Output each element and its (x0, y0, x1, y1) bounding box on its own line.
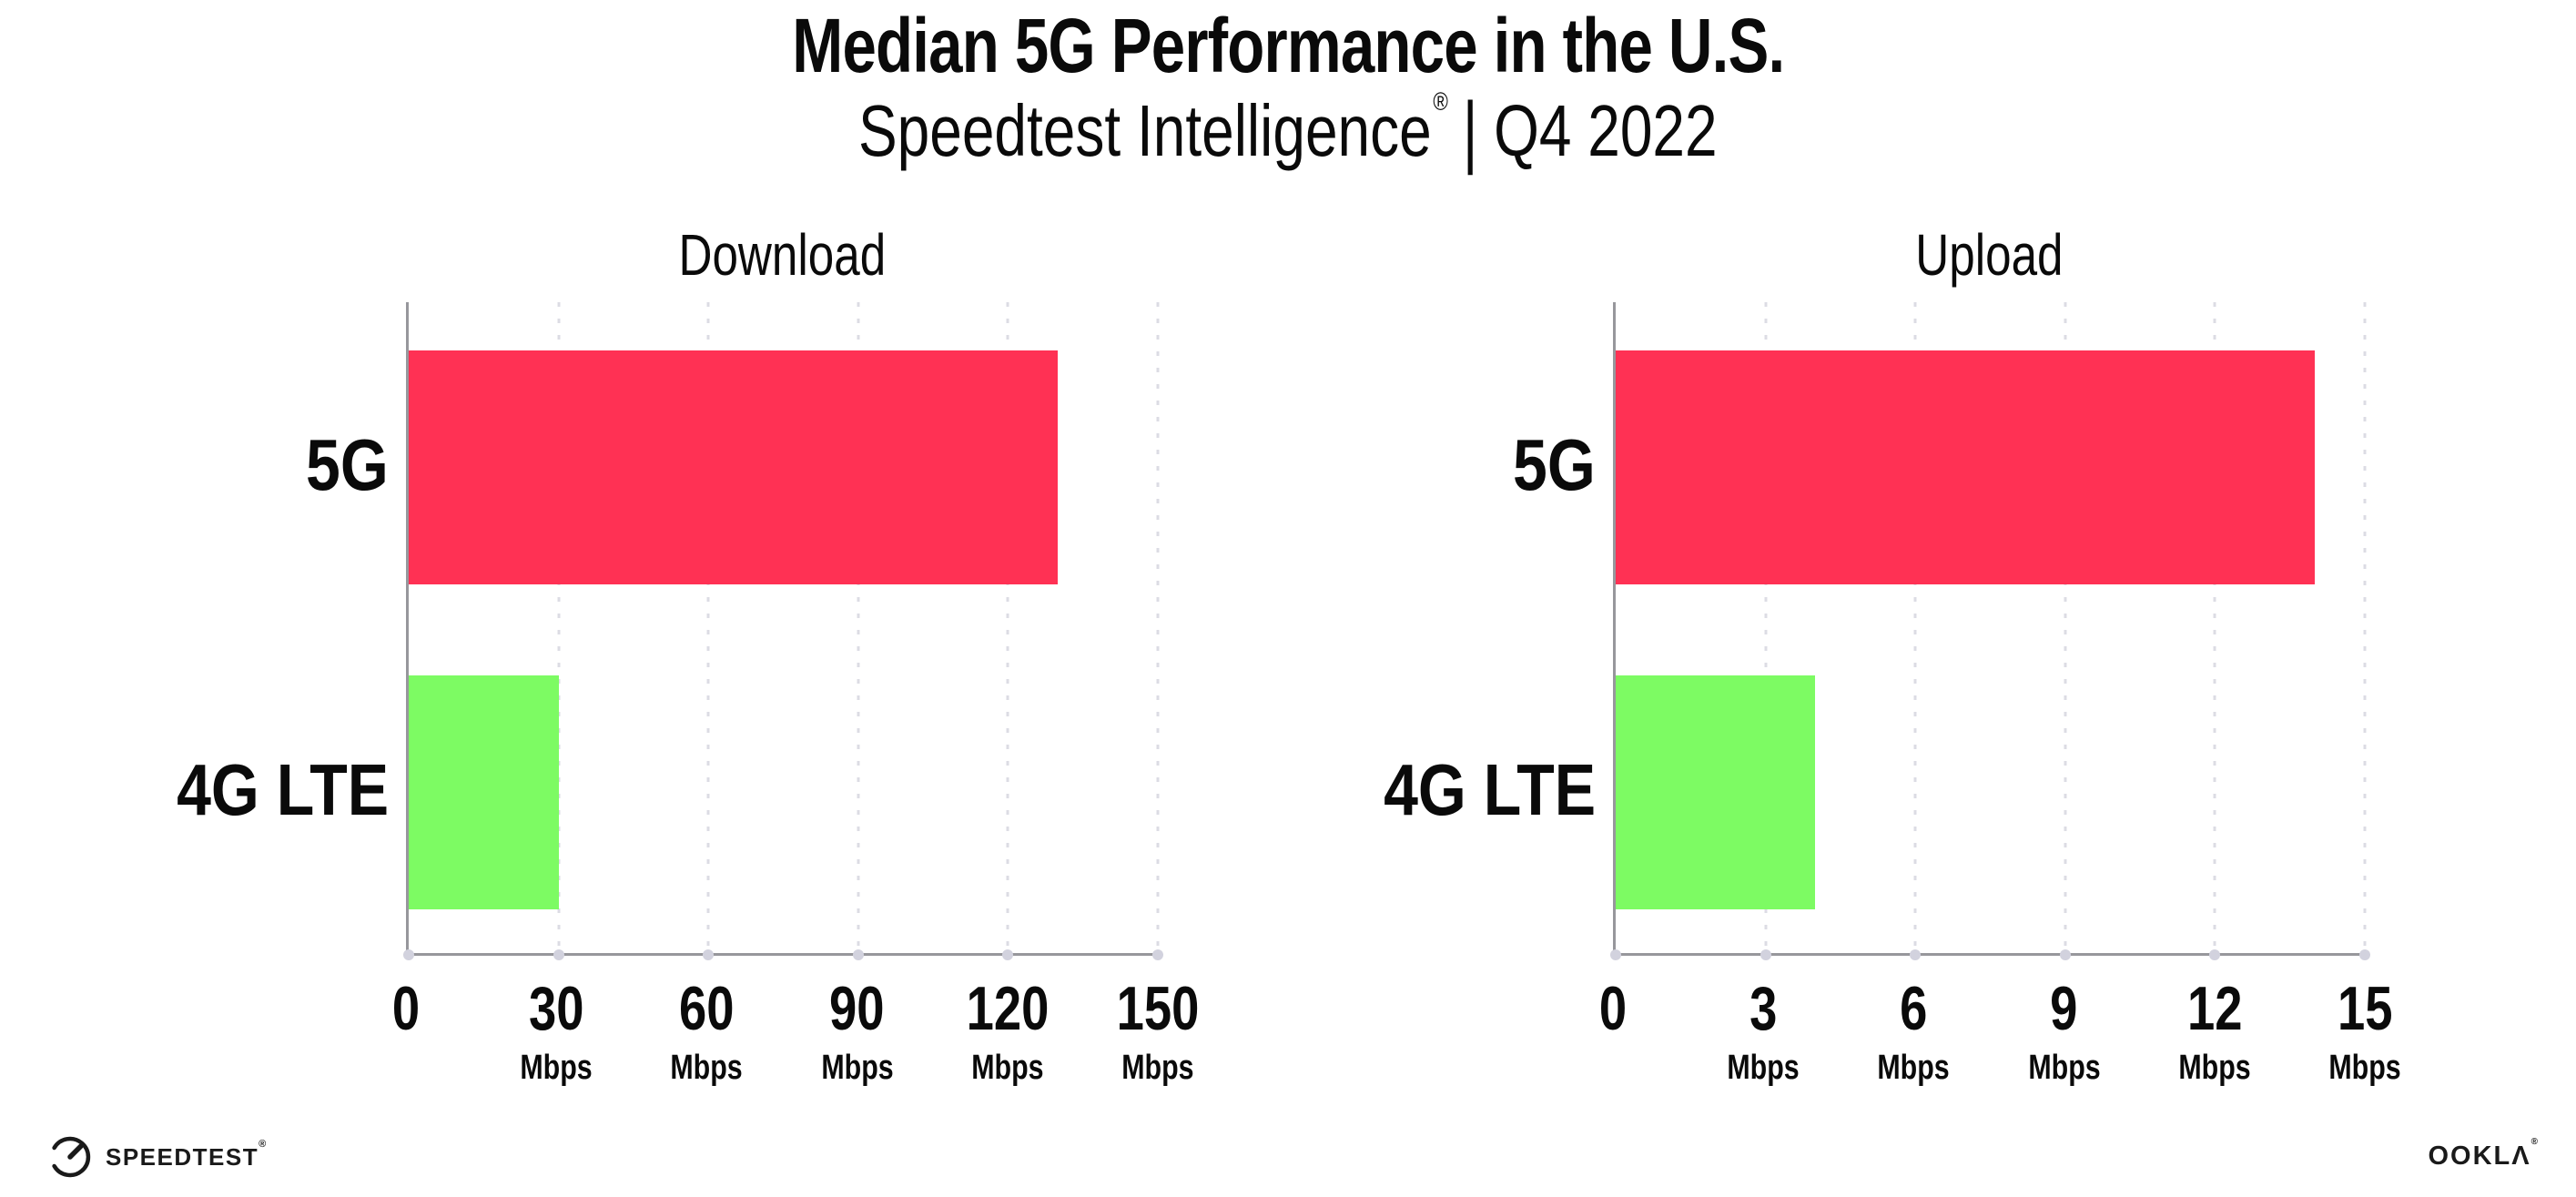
speedtest-logo: SPEEDTEST® (47, 1134, 268, 1180)
upload-chart: Upload 5G 4G LTE 0 3 Mbps 6 Mbps 9 Mbps 12 Mbps 15… (1316, 208, 2401, 1118)
download-chart: Download 5G 4G LTE 0 30 Mbps 60 Mbps 90 Mbps 120… (109, 208, 1200, 1118)
x-tick-label-download-150: 150 Mbps (1116, 974, 1200, 1087)
category-label-5g-download: 5G (306, 423, 389, 505)
x-tick-label-upload-9: 9 Mbps (2027, 974, 2101, 1087)
bar-4g-lte-upload (1616, 675, 1816, 910)
category-label-5g-upload: 5G (1513, 423, 1596, 505)
page-title-text: Median 5G Performance in the U.S. (791, 3, 1785, 88)
page-title: Median 5G Performance in the U.S. (0, 5, 2576, 86)
upload-plot-area: 5G 4G LTE (1384, 302, 2370, 960)
category-label-4g-lte-download: 4G LTE (177, 749, 389, 831)
speedtest-gauge-icon (52, 1136, 91, 1178)
gridline-download-30 (557, 302, 561, 953)
subtitle-separator: | (1463, 86, 1478, 176)
gridline-download-90 (857, 302, 860, 953)
gridline-upload-3 (1764, 302, 1768, 953)
axis-tick-dot-download-90 (852, 949, 864, 960)
axis-tick-dot-upload-9 (2059, 949, 2071, 960)
gridline-download-60 (706, 302, 710, 953)
speedtest-wordmark: SPEEDTEST® (106, 1139, 268, 1171)
axis-tick-dot-upload-0 (1610, 949, 1621, 960)
category-label-4g-lte-upload: 4G LTE (1384, 749, 1596, 831)
axis-tick-dot-upload-12 (2209, 949, 2221, 960)
subtitle-period: Q4 2022 (1494, 90, 1718, 171)
axis-tick-dot-download-0 (403, 949, 414, 960)
x-tick-label-upload-0: 0 (1598, 974, 1628, 1043)
x-tick-label-download-90: 90 Mbps (820, 974, 894, 1087)
subtitle: Speedtest Intelligence® | Q4 2022 (0, 86, 2576, 176)
x-tick-label-upload-15: 15 Mbps (2328, 974, 2401, 1087)
registered-trademark-icon: ® (1433, 87, 1449, 116)
axis-tick-dot-download-150 (1152, 949, 1163, 960)
ookla-logo: OOKLΛ® (2428, 1138, 2541, 1171)
upload-chart-title: Upload (1914, 222, 2064, 288)
download-chart-title: Download (678, 222, 886, 288)
ookla-wordmark: OOKLΛ (2428, 1141, 2531, 1171)
upload-x-axis: 0 3 Mbps 6 Mbps 9 Mbps 12 Mbps 15 Mbps (1599, 956, 2401, 1111)
axis-tick-dot-download-120 (1002, 949, 1014, 960)
download-plot-area: 5G 4G LTE (177, 302, 1163, 960)
axis-tick-dot-upload-3 (1760, 949, 1771, 960)
bar-5g-download (409, 350, 1059, 584)
axis-tick-dot-download-60 (703, 949, 715, 960)
x-tick-label-upload-6: 6 Mbps (1877, 974, 1951, 1087)
gridline-upload-15 (2363, 302, 2367, 953)
gridline-download-120 (1006, 302, 1009, 953)
gridline-upload-9 (2064, 302, 2067, 953)
bar-5g-upload (1616, 350, 2316, 584)
download-x-axis: 0 30 Mbps 60 Mbps 90 Mbps 120 Mbps 150 Mbps (392, 956, 1200, 1111)
axis-tick-dot-upload-6 (1910, 949, 1922, 960)
x-tick-label-upload-3: 3 Mbps (1727, 974, 1800, 1087)
axis-tick-dot-download-30 (553, 949, 564, 960)
x-tick-label-download-0: 0 (391, 974, 421, 1043)
x-tick-label-download-60: 60 Mbps (670, 974, 744, 1087)
ookla-trademark-icon: ® (2530, 1137, 2540, 1147)
x-tick-label-download-30: 30 Mbps (520, 974, 593, 1087)
bar-4g-lte-download (409, 675, 559, 910)
axis-tick-dot-upload-15 (2359, 949, 2370, 960)
speedtest-trademark-icon: ® (259, 1139, 268, 1150)
gridline-upload-6 (1913, 302, 1917, 953)
x-tick-label-upload-12: 12 Mbps (2178, 974, 2251, 1087)
x-tick-label-download-120: 120 Mbps (966, 974, 1050, 1087)
subtitle-brand: Speedtest Intelligence (858, 90, 1432, 171)
gridline-upload-12 (2213, 302, 2216, 953)
gridline-download-150 (1156, 302, 1160, 953)
